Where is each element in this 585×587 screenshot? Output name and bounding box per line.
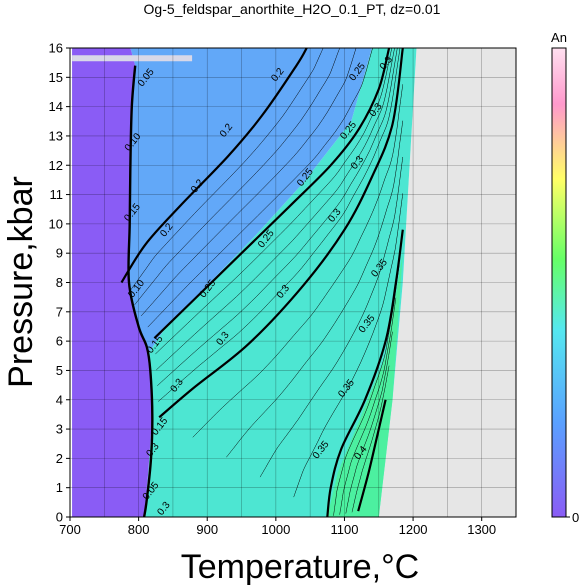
thin-contour-line <box>157 48 398 386</box>
y-tick-label: 15 <box>49 70 63 85</box>
colorbar-min-label: 0 <box>572 510 579 525</box>
thin-contour-line <box>155 48 393 355</box>
thin-contour-line <box>127 48 324 294</box>
thin-contour-line <box>293 193 404 498</box>
y-tick-label: 6 <box>56 334 63 349</box>
contour-line-0.25 <box>153 48 391 339</box>
chart-title: Og-5_feldspar_anorthite_H2O_0.1_PT, dz=0… <box>144 1 441 17</box>
thin-contour-line <box>192 84 404 438</box>
x-axis-title: Temperature,°C <box>181 548 419 586</box>
y-tick-label: 8 <box>56 275 63 290</box>
thin-contour-line <box>345 331 393 514</box>
y-tick-label: 1 <box>56 480 63 495</box>
y-tick-label: 2 <box>56 451 63 466</box>
region-top <box>327 253 403 517</box>
y-tick-label: 3 <box>56 422 63 437</box>
x-tick-label: 1300 <box>467 522 496 537</box>
y-tick-label: 16 <box>49 41 63 56</box>
phase-boundary-line <box>127 65 154 517</box>
y-tick-label: 14 <box>49 99 63 114</box>
contour-line-0.4 <box>357 399 387 512</box>
contour-line-0.2 <box>120 48 308 284</box>
y-tick-label: 0 <box>56 510 63 525</box>
thin-contour-line <box>351 365 390 513</box>
region-top-strip <box>72 55 193 62</box>
y-tick-label: 10 <box>49 216 63 231</box>
y-axis-title: Pressure,kbar <box>2 176 40 388</box>
thin-contours <box>127 48 404 516</box>
y-tick-label: 12 <box>49 158 63 173</box>
contour-line-0.35 <box>326 229 404 517</box>
thin-contour-line <box>333 263 400 516</box>
y-tick-label: 13 <box>49 128 63 143</box>
x-tick-label: 1200 <box>399 522 428 537</box>
colorbar-gradient <box>551 47 567 518</box>
region-blank-left <box>70 48 73 517</box>
grid-lines <box>70 48 516 517</box>
y-tick-label: 11 <box>50 187 64 202</box>
x-tick-label: 900 <box>196 522 218 537</box>
color-regions <box>70 48 516 517</box>
thin-contour-line <box>141 48 357 317</box>
colorbar: An 0 <box>551 30 579 525</box>
y-tick-label: 4 <box>56 392 63 407</box>
region-low <box>70 48 153 517</box>
thin-contour-line <box>259 156 404 478</box>
thin-contour-line <box>226 120 404 458</box>
x-tick-label: 1000 <box>261 522 290 537</box>
thin-contour-line <box>339 297 397 515</box>
thin-contour-line <box>156 48 395 371</box>
region-no-data <box>378 48 516 517</box>
thin-contour-line <box>147 48 373 328</box>
thin-contour-line <box>158 48 401 402</box>
colorbar-label: An <box>551 30 567 45</box>
x-tick-label: 1100 <box>330 522 358 537</box>
contour-line-0.3 <box>158 48 404 419</box>
thin-contour-line <box>134 48 340 305</box>
y-tick-label: 7 <box>56 304 63 319</box>
plot-area: 0.20.20.20.20.250.250.250.250.250.30.30.… <box>70 48 516 517</box>
region-high <box>144 48 417 517</box>
region-mid <box>129 48 372 353</box>
x-tick-label: 800 <box>128 522 150 537</box>
x-axis-ticks: 700 800 900 1000 1100 1200 1300 <box>59 517 496 537</box>
x-tick-label: 700 <box>59 522 81 537</box>
bold-contours <box>120 48 404 517</box>
y-tick-label: 5 <box>56 363 63 378</box>
y-tick-label: 9 <box>56 246 63 261</box>
